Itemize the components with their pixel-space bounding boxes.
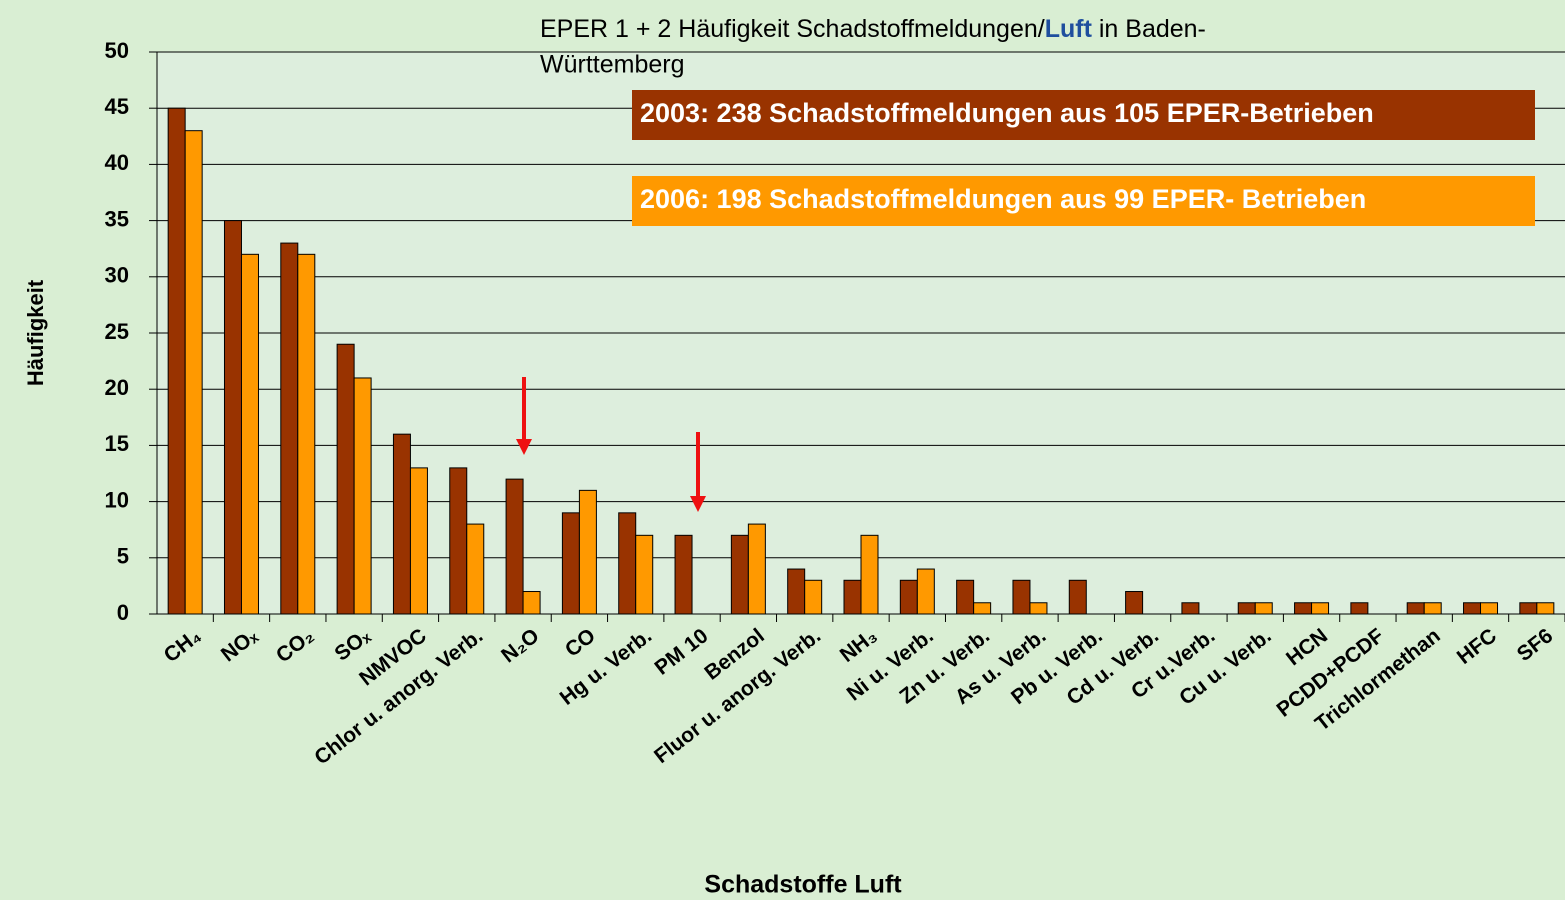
bar: [843, 579, 862, 615]
y-tick-label: 45: [105, 94, 129, 119]
bar: [1480, 602, 1499, 615]
bar: [449, 467, 468, 615]
arrow-head: [516, 439, 532, 455]
bar: [1029, 602, 1048, 615]
bar: [730, 534, 749, 615]
y-tick-label: 20: [105, 375, 129, 400]
title-part: in Baden-: [1092, 15, 1206, 43]
legend-label: 2003: 238 Schadstoffmeldungen aus 105 EP…: [640, 98, 1374, 128]
x-axis-label: Schadstoffe Luft: [704, 871, 902, 899]
bar: [1181, 602, 1200, 615]
bar: [1125, 591, 1144, 615]
title-part: EPER 1 + 2 Häufigkeit Schadstoffmeldunge…: [540, 15, 1045, 43]
y-tick-label: 0: [117, 600, 129, 625]
legend-box: [632, 176, 1535, 226]
bar: [618, 512, 637, 615]
legend-box: [632, 90, 1535, 140]
bar: [899, 579, 918, 615]
bar: [1311, 602, 1330, 615]
bar: [505, 478, 524, 615]
bar: [280, 242, 299, 615]
y-tick-label: 15: [105, 431, 129, 456]
bar: [787, 568, 806, 615]
bar: [353, 377, 372, 615]
legend-label: 2006: 198 Schadstoffmeldungen aus 99 EPE…: [640, 184, 1366, 214]
bar: [223, 220, 242, 615]
bar: [184, 130, 203, 615]
bar: [635, 534, 654, 615]
bar: [1012, 579, 1031, 615]
bar: [973, 602, 992, 615]
bar: [1536, 602, 1555, 615]
bar: [1237, 602, 1256, 615]
bar: [466, 523, 485, 615]
bar: [1294, 602, 1313, 615]
bar: [1254, 602, 1273, 615]
y-axis-label: Häufigkeit: [23, 279, 48, 386]
y-tick-label: 5: [117, 544, 129, 569]
bar: [747, 523, 766, 615]
y-tick-label: 35: [105, 206, 129, 231]
bar: [860, 534, 879, 615]
bar: [804, 579, 823, 615]
bar: [167, 107, 186, 615]
bar: [1350, 602, 1369, 615]
y-tick-label: 10: [105, 487, 129, 512]
bar: [1406, 602, 1425, 615]
bar: [916, 568, 935, 615]
bar: [409, 467, 428, 615]
bar: [240, 253, 259, 615]
bar: [392, 433, 411, 615]
bar: [1463, 602, 1482, 615]
y-tick-label: 50: [105, 38, 129, 63]
arrow-head: [690, 496, 706, 512]
chart-title: EPER 1 + 2 Häufigkeit Schadstoffmeldunge…: [540, 15, 1206, 43]
bar: [297, 253, 316, 615]
bar: [674, 534, 693, 615]
chart-title: Württemberg: [540, 51, 684, 79]
y-tick-label: 40: [105, 150, 129, 175]
title-part: Luft: [1045, 15, 1093, 43]
bar: [1423, 602, 1442, 615]
y-tick-label: 30: [105, 263, 129, 288]
bar: [561, 512, 580, 615]
bar: [956, 579, 975, 615]
bar: [336, 343, 355, 615]
bar: [1068, 579, 1087, 615]
bar: [1519, 602, 1538, 615]
bar: [578, 489, 597, 615]
bar: [522, 591, 541, 615]
y-tick-label: 25: [105, 319, 129, 344]
